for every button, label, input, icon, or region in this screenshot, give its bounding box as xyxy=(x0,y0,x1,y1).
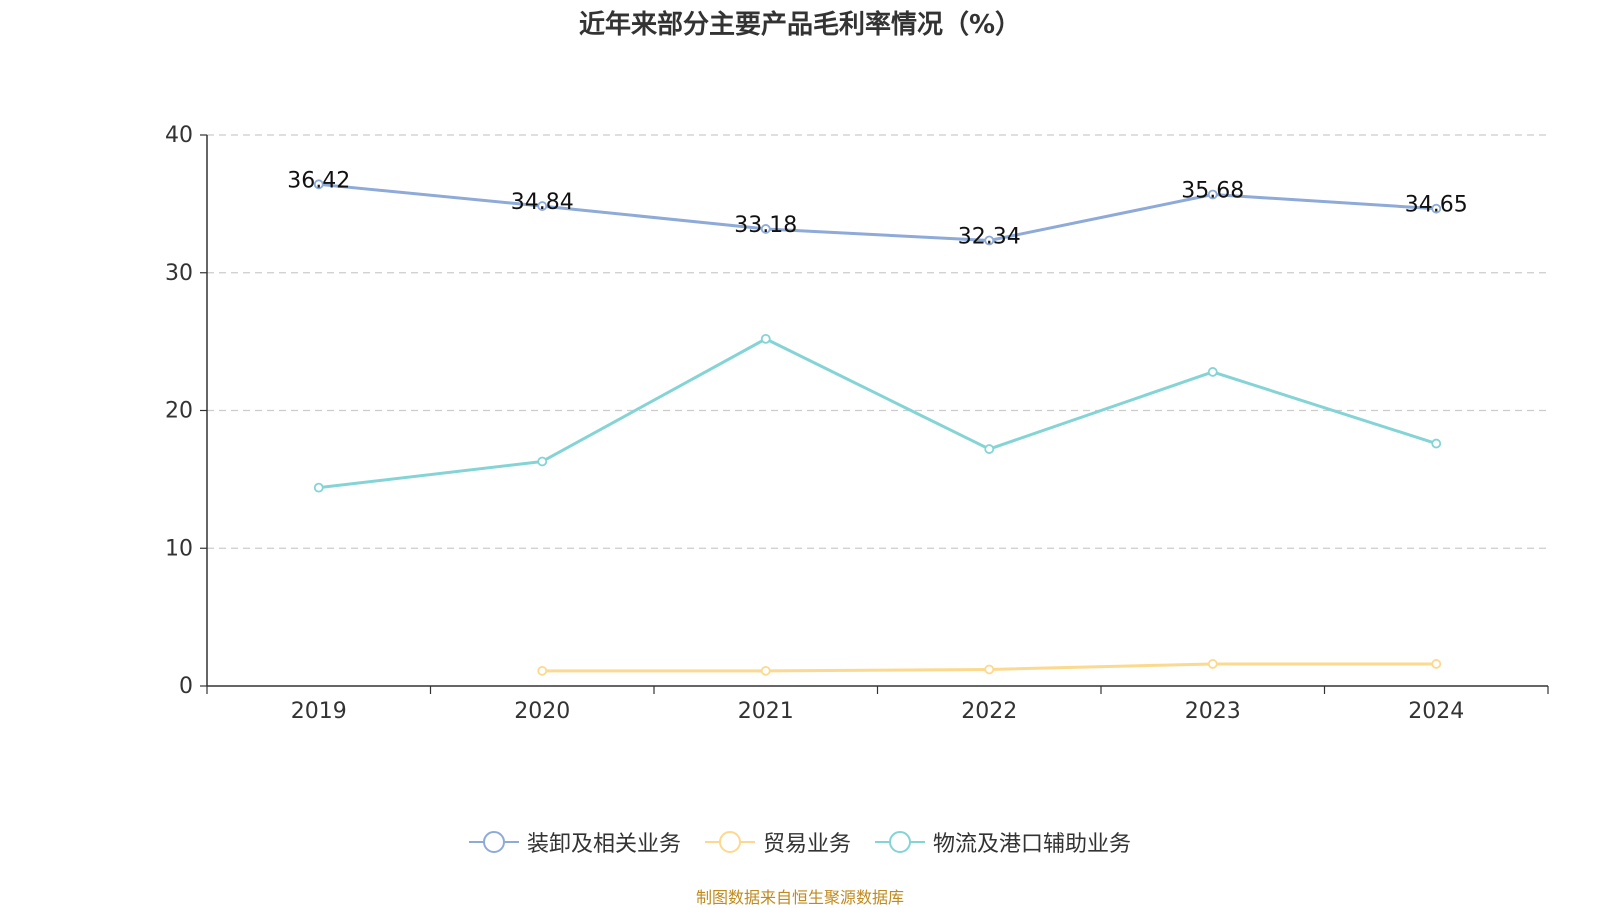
x-tick-label: 2024 xyxy=(1408,699,1464,724)
data-label: 33.18 xyxy=(734,213,797,238)
legend: 装卸及相关业务 贸易业务 物流及港口辅助业务 xyxy=(0,826,1600,858)
data-point xyxy=(760,665,771,676)
data-point xyxy=(760,333,771,344)
legend-label: 装卸及相关业务 xyxy=(526,832,681,857)
legend-label: 贸易业务 xyxy=(762,832,851,857)
y-tick-label: 40 xyxy=(165,123,193,148)
legend-marker-icon xyxy=(468,831,519,853)
data-point xyxy=(1207,659,1218,669)
chart-title: 近年来部分主要产品毛利率情况（%） xyxy=(578,10,1022,40)
data-point xyxy=(1207,189,1218,200)
data-label: 34.65 xyxy=(1405,193,1468,218)
data-point xyxy=(1431,438,1442,449)
data-point xyxy=(984,664,995,675)
y-tick-label: 20 xyxy=(165,399,193,424)
legend-marker-icon xyxy=(704,831,755,853)
series-line-0 xyxy=(318,182,1437,243)
data-point xyxy=(313,179,324,190)
data-point xyxy=(1207,367,1218,377)
data-label: 32.34 xyxy=(958,225,1021,250)
legend-item-trade[interactable]: 贸易业务 xyxy=(704,826,851,858)
data-point xyxy=(537,201,548,211)
x-tick-label: 2019 xyxy=(291,699,347,724)
data-point xyxy=(313,482,324,493)
data-point xyxy=(760,224,771,234)
y-tick-label: 0 xyxy=(179,674,193,699)
data-point xyxy=(984,235,995,246)
data-label: 34.84 xyxy=(511,190,574,215)
data-point xyxy=(1431,203,1442,214)
legend-item-loading[interactable]: 装卸及相关业务 xyxy=(468,826,681,858)
x-tick-label: 2020 xyxy=(514,699,570,724)
x-tick-label: 2023 xyxy=(1185,699,1241,724)
data-point xyxy=(537,456,548,467)
legend-item-logistics[interactable]: 物流及港口辅助业务 xyxy=(875,826,1131,858)
data-label: 35.68 xyxy=(1181,179,1244,204)
data-point xyxy=(1431,659,1442,669)
x-tick-label: 2022 xyxy=(961,699,1017,724)
data-source-note: 制图数据来自恒生聚源数据库 xyxy=(695,888,904,907)
y-tick-label: 30 xyxy=(165,261,193,286)
data-point xyxy=(537,665,548,676)
data-label: 36.42 xyxy=(287,168,350,193)
legend-label: 物流及港口辅助业务 xyxy=(933,832,1132,857)
series-line-2 xyxy=(318,337,1437,490)
x-tick-label: 2021 xyxy=(738,699,794,724)
y-tick-label: 10 xyxy=(165,536,193,561)
data-point xyxy=(984,444,995,454)
legend-marker-icon xyxy=(875,831,925,853)
